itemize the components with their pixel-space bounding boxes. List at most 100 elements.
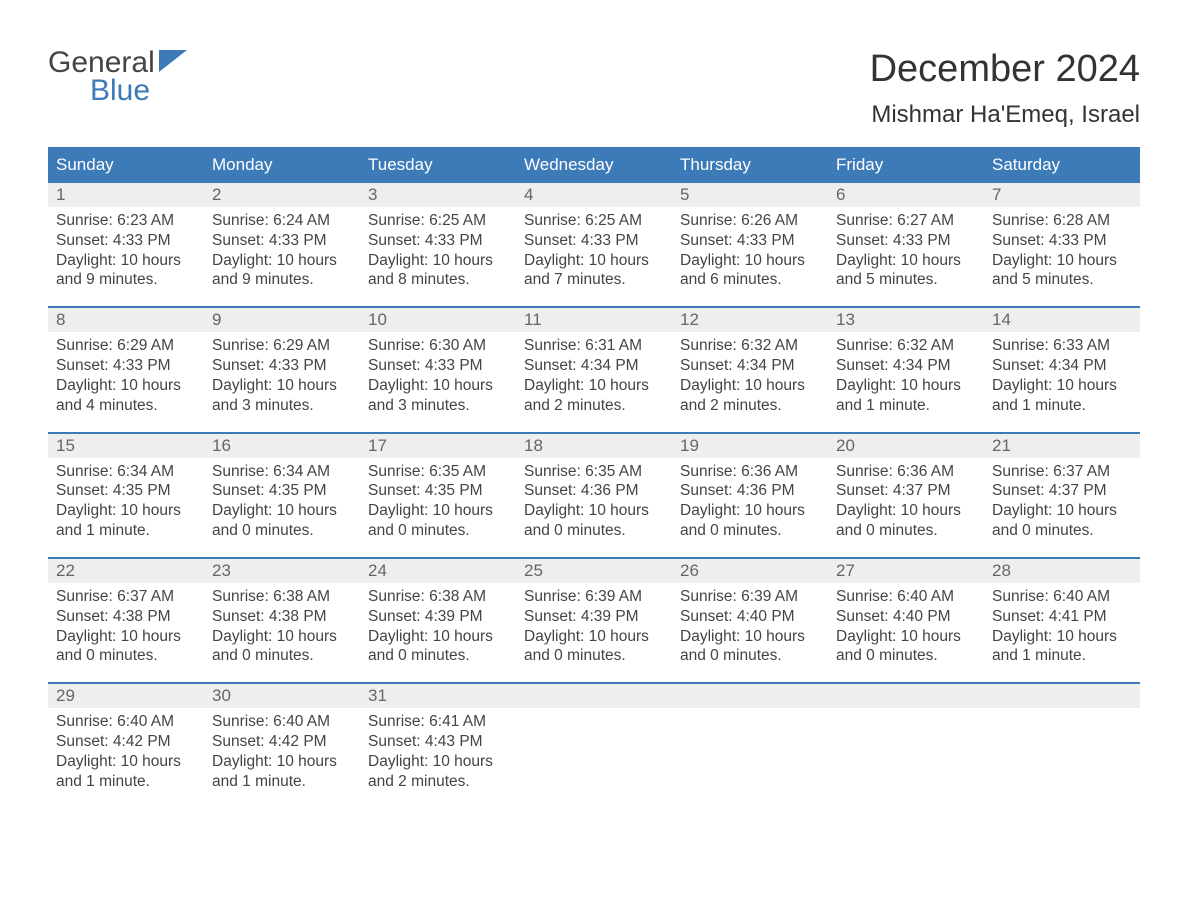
- calendar-week: 15161718192021Sunrise: 6:34 AMSunset: 4:…: [48, 432, 1140, 557]
- day-body: Sunrise: 6:35 AMSunset: 4:35 PMDaylight:…: [360, 458, 516, 541]
- daylight-text: Daylight: 10 hours and 1 minute.: [56, 501, 196, 541]
- daylight-text: Daylight: 10 hours and 1 minute.: [836, 376, 976, 416]
- sunset-text: Sunset: 4:37 PM: [992, 481, 1132, 501]
- day-cell: Sunrise: 6:41 AMSunset: 4:43 PMDaylight:…: [360, 708, 516, 807]
- day-number: 4: [516, 183, 672, 207]
- sunrise-text: Sunrise: 6:41 AM: [368, 712, 508, 732]
- day-number: 23: [204, 559, 360, 583]
- day-number: 8: [48, 308, 204, 332]
- month-title: December 2024: [870, 48, 1140, 91]
- sunset-text: Sunset: 4:35 PM: [56, 481, 196, 501]
- day-cell: Sunrise: 6:26 AMSunset: 4:33 PMDaylight:…: [672, 207, 828, 306]
- day-number: 25: [516, 559, 672, 583]
- day-body: Sunrise: 6:37 AMSunset: 4:38 PMDaylight:…: [48, 583, 204, 666]
- sunrise-text: Sunrise: 6:40 AM: [212, 712, 352, 732]
- day-number: [984, 684, 1140, 708]
- day-number: 21: [984, 434, 1140, 458]
- sunrise-text: Sunrise: 6:40 AM: [836, 587, 976, 607]
- daylight-text: Daylight: 10 hours and 7 minutes.: [524, 251, 664, 291]
- day-number: 27: [828, 559, 984, 583]
- daylight-text: Daylight: 10 hours and 0 minutes.: [56, 627, 196, 667]
- day-body: Sunrise: 6:35 AMSunset: 4:36 PMDaylight:…: [516, 458, 672, 541]
- day-cell: Sunrise: 6:40 AMSunset: 4:41 PMDaylight:…: [984, 583, 1140, 682]
- day-number: 28: [984, 559, 1140, 583]
- day-number: 7: [984, 183, 1140, 207]
- sunrise-text: Sunrise: 6:26 AM: [680, 211, 820, 231]
- day-cell: Sunrise: 6:40 AMSunset: 4:42 PMDaylight:…: [204, 708, 360, 807]
- day-cell: Sunrise: 6:30 AMSunset: 4:33 PMDaylight:…: [360, 332, 516, 431]
- day-body: Sunrise: 6:32 AMSunset: 4:34 PMDaylight:…: [672, 332, 828, 415]
- day-cell: [672, 708, 828, 807]
- day-number: 20: [828, 434, 984, 458]
- calendar: SundayMondayTuesdayWednesdayThursdayFrid…: [48, 147, 1140, 808]
- daylight-text: Daylight: 10 hours and 0 minutes.: [212, 501, 352, 541]
- day-body: Sunrise: 6:28 AMSunset: 4:33 PMDaylight:…: [984, 207, 1140, 290]
- sunrise-text: Sunrise: 6:36 AM: [836, 462, 976, 482]
- sunset-text: Sunset: 4:33 PM: [56, 231, 196, 251]
- sunset-text: Sunset: 4:33 PM: [992, 231, 1132, 251]
- weekday-header: Sunday: [48, 149, 204, 181]
- day-number: 19: [672, 434, 828, 458]
- sunset-text: Sunset: 4:34 PM: [992, 356, 1132, 376]
- calendar-week: 22232425262728Sunrise: 6:37 AMSunset: 4:…: [48, 557, 1140, 682]
- sunrise-text: Sunrise: 6:34 AM: [212, 462, 352, 482]
- weekday-header: Tuesday: [360, 149, 516, 181]
- sunset-text: Sunset: 4:33 PM: [368, 356, 508, 376]
- sunset-text: Sunset: 4:33 PM: [212, 231, 352, 251]
- weeks-container: 1234567Sunrise: 6:23 AMSunset: 4:33 PMDa…: [48, 181, 1140, 808]
- calendar-week: 891011121314Sunrise: 6:29 AMSunset: 4:33…: [48, 306, 1140, 431]
- daylight-text: Daylight: 10 hours and 6 minutes.: [680, 251, 820, 291]
- sunrise-text: Sunrise: 6:35 AM: [524, 462, 664, 482]
- sunset-text: Sunset: 4:33 PM: [836, 231, 976, 251]
- day-cell: Sunrise: 6:35 AMSunset: 4:36 PMDaylight:…: [516, 458, 672, 557]
- day-cell: [828, 708, 984, 807]
- day-number: 14: [984, 308, 1140, 332]
- day-body: Sunrise: 6:25 AMSunset: 4:33 PMDaylight:…: [360, 207, 516, 290]
- day-cell: Sunrise: 6:34 AMSunset: 4:35 PMDaylight:…: [48, 458, 204, 557]
- daylight-text: Daylight: 10 hours and 8 minutes.: [368, 251, 508, 291]
- daylight-text: Daylight: 10 hours and 5 minutes.: [836, 251, 976, 291]
- day-body: Sunrise: 6:34 AMSunset: 4:35 PMDaylight:…: [204, 458, 360, 541]
- daylight-text: Daylight: 10 hours and 0 minutes.: [680, 501, 820, 541]
- day-body: Sunrise: 6:38 AMSunset: 4:39 PMDaylight:…: [360, 583, 516, 666]
- daylight-text: Daylight: 10 hours and 5 minutes.: [992, 251, 1132, 291]
- day-cell: Sunrise: 6:32 AMSunset: 4:34 PMDaylight:…: [672, 332, 828, 431]
- sunrise-text: Sunrise: 6:28 AM: [992, 211, 1132, 231]
- day-cell: Sunrise: 6:31 AMSunset: 4:34 PMDaylight:…: [516, 332, 672, 431]
- day-cell: Sunrise: 6:23 AMSunset: 4:33 PMDaylight:…: [48, 207, 204, 306]
- daylight-text: Daylight: 10 hours and 4 minutes.: [56, 376, 196, 416]
- daylight-text: Daylight: 10 hours and 9 minutes.: [56, 251, 196, 291]
- day-body: Sunrise: 6:31 AMSunset: 4:34 PMDaylight:…: [516, 332, 672, 415]
- day-cell: Sunrise: 6:39 AMSunset: 4:40 PMDaylight:…: [672, 583, 828, 682]
- daylight-text: Daylight: 10 hours and 0 minutes.: [836, 501, 976, 541]
- day-number-row: 15161718192021: [48, 434, 1140, 458]
- logo-text-blue: Blue: [48, 76, 187, 106]
- sunrise-text: Sunrise: 6:32 AM: [680, 336, 820, 356]
- day-cell: Sunrise: 6:27 AMSunset: 4:33 PMDaylight:…: [828, 207, 984, 306]
- day-body: Sunrise: 6:29 AMSunset: 4:33 PMDaylight:…: [48, 332, 204, 415]
- page-header: General Blue December 2024 Mishmar Ha'Em…: [48, 48, 1140, 129]
- sunrise-text: Sunrise: 6:38 AM: [368, 587, 508, 607]
- sunset-text: Sunset: 4:36 PM: [680, 481, 820, 501]
- sunrise-text: Sunrise: 6:36 AM: [680, 462, 820, 482]
- day-cell: [516, 708, 672, 807]
- sunset-text: Sunset: 4:33 PM: [368, 231, 508, 251]
- day-number: [828, 684, 984, 708]
- day-cell: Sunrise: 6:28 AMSunset: 4:33 PMDaylight:…: [984, 207, 1140, 306]
- day-number: 30: [204, 684, 360, 708]
- day-body: Sunrise: 6:26 AMSunset: 4:33 PMDaylight:…: [672, 207, 828, 290]
- sunset-text: Sunset: 4:36 PM: [524, 481, 664, 501]
- day-number-row: 891011121314: [48, 308, 1140, 332]
- daylight-text: Daylight: 10 hours and 1 minute.: [992, 376, 1132, 416]
- day-number: 3: [360, 183, 516, 207]
- day-cell: Sunrise: 6:32 AMSunset: 4:34 PMDaylight:…: [828, 332, 984, 431]
- sunrise-text: Sunrise: 6:34 AM: [56, 462, 196, 482]
- day-number: 31: [360, 684, 516, 708]
- sunrise-text: Sunrise: 6:32 AM: [836, 336, 976, 356]
- sunrise-text: Sunrise: 6:38 AM: [212, 587, 352, 607]
- weekday-header: Monday: [204, 149, 360, 181]
- day-body: Sunrise: 6:40 AMSunset: 4:40 PMDaylight:…: [828, 583, 984, 666]
- daylight-text: Daylight: 10 hours and 2 minutes.: [524, 376, 664, 416]
- sunset-text: Sunset: 4:42 PM: [212, 732, 352, 752]
- sunrise-text: Sunrise: 6:30 AM: [368, 336, 508, 356]
